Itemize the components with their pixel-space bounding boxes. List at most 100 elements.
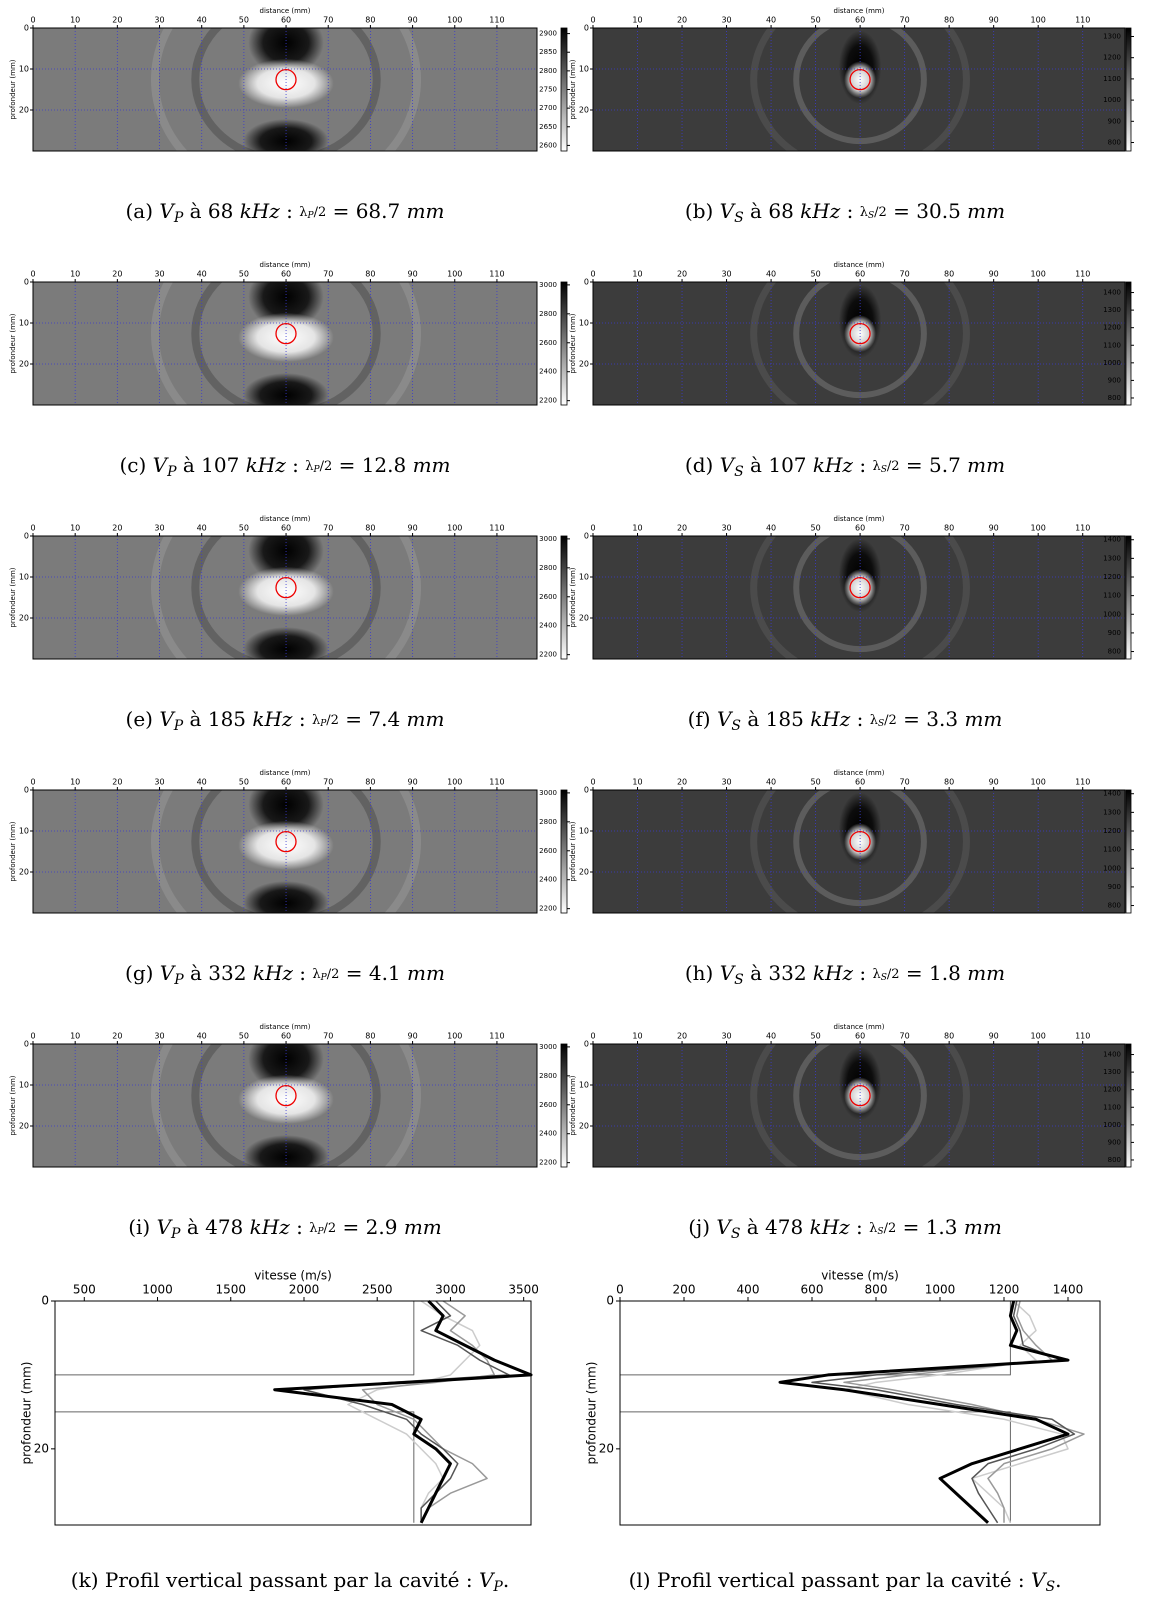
x-tick-label: 20: [112, 778, 122, 787]
y-tick-label: 0: [24, 786, 29, 795]
caption-part: (h): [685, 961, 720, 985]
colorbar: [1125, 789, 1132, 914]
caption-part: kHz: [810, 1215, 851, 1239]
caption-part: /2: [874, 205, 887, 220]
caption-part: λ: [305, 459, 313, 474]
profile-line: [843, 1300, 1085, 1523]
x-tick-label: 50: [239, 270, 249, 279]
caption-part: P: [173, 718, 184, 734]
x-tick-label: 70: [900, 524, 910, 533]
y-tick-label: 10: [579, 319, 589, 328]
colorbar-label: 800: [1108, 1156, 1121, 1164]
x-tick-label: 1400: [1053, 1283, 1084, 1297]
colorbar-label: 2600: [539, 339, 557, 347]
colorbar-label: 2800: [539, 564, 557, 572]
colorbar-label: 1000: [1103, 610, 1121, 618]
x-tick-label: 10: [632, 270, 642, 279]
x-tick-label: 50: [239, 778, 249, 787]
x-tick-label: 500: [73, 1283, 96, 1297]
x-tick-label: 40: [766, 16, 776, 25]
x-tick-label: 20: [112, 1032, 122, 1041]
colorbar-label: 2650: [539, 123, 557, 131]
colorbar-label: 1300: [1103, 808, 1121, 816]
x-tick-label: 80: [944, 270, 954, 279]
dark-lobe: [243, 373, 329, 405]
cavity-outline: [275, 831, 297, 853]
caption-part: mm: [967, 453, 1005, 477]
colorbar: [560, 1043, 568, 1168]
colorbar-label: 2200: [539, 397, 557, 405]
x-tick-label: 60: [281, 778, 291, 787]
x-tick-label: 10: [632, 16, 642, 25]
colorbar-label: 1100: [1103, 341, 1121, 349]
x-tick-label: 90: [989, 778, 999, 787]
y-tick-label: 10: [19, 573, 29, 582]
caption-part: S: [731, 718, 741, 734]
x-tick-label: 80: [365, 270, 375, 279]
caption: (d) VS à 107 kHz : λS/2 = 5.7 mm: [685, 453, 1005, 481]
caption-part: kHz: [813, 453, 854, 477]
x-tick-label: 20: [677, 778, 687, 787]
x-tick-label: 30: [154, 524, 164, 533]
colorbar: [1125, 27, 1132, 152]
x-tick-label: 70: [900, 1032, 910, 1041]
x-tick-label: 60: [281, 524, 291, 533]
y-tick-label: 20: [579, 614, 589, 623]
x-axis-title: distance (mm): [834, 769, 885, 777]
caption-part: :: [280, 199, 299, 223]
colorbar-label: 900: [1108, 629, 1121, 637]
caption-part: P: [320, 973, 328, 983]
x-tick-label: 40: [197, 524, 207, 533]
x-tick-label: 40: [766, 1032, 776, 1041]
x-tick-label: 3000: [435, 1283, 466, 1297]
y-axis-title: profondeur (mm): [9, 567, 17, 627]
caption-part: /2: [327, 967, 340, 982]
colorbar-label: 1000: [1103, 96, 1121, 104]
caption-part: V: [153, 453, 170, 477]
caption: (k) Profil vertical passant par la cavit…: [71, 1568, 509, 1596]
colorbar-label: 3000: [539, 1043, 557, 1051]
y-tick-label: 10: [19, 65, 29, 74]
colorbar-label: 1000: [1103, 864, 1121, 872]
colorbar-label: 1200: [1103, 324, 1121, 332]
caption-part: = 68.7: [326, 199, 406, 223]
colorbar: [560, 281, 568, 406]
ring: [191, 282, 381, 405]
x-tick-label: 0: [30, 778, 35, 787]
y-tick-label: 0: [24, 24, 29, 33]
y-axis-title: profondeur (mm): [569, 59, 577, 119]
x-axis-title: distance (mm): [834, 1023, 885, 1031]
caption-part: S: [878, 719, 884, 729]
x-tick-label: 20: [677, 1032, 687, 1041]
x-tick-label: 30: [721, 524, 731, 533]
ring: [191, 1044, 381, 1167]
caption-part: /2: [887, 967, 900, 982]
plot-frame: [32, 1043, 538, 1168]
caption-part: (d): [685, 453, 720, 477]
x-tick-label: 70: [323, 270, 333, 279]
caption-part: mm: [407, 707, 445, 731]
caption-part: (j): [688, 1215, 716, 1239]
plot-frame: [619, 1300, 1101, 1526]
caption-part: mm: [967, 199, 1005, 223]
y-tick-label: 0: [24, 1040, 29, 1049]
plot-frame: [32, 281, 538, 406]
x-tick-label: 80: [944, 16, 954, 25]
caption-part: = 4.1: [339, 961, 407, 985]
x-tick-label: 80: [365, 778, 375, 787]
x-tick-label: 90: [989, 524, 999, 533]
caption-part: = 7.4: [339, 707, 407, 731]
y-tick-label: 0: [24, 532, 29, 541]
colorbar-label: 900: [1108, 1138, 1121, 1146]
x-tick-label: 2000: [289, 1283, 320, 1297]
caption-part: λ: [312, 713, 320, 728]
ring: [750, 790, 970, 913]
x-tick-label: 10: [70, 1032, 80, 1041]
x-tick-label: 60: [281, 270, 291, 279]
ring: [151, 790, 422, 913]
x-axis-title: distance (mm): [260, 1023, 311, 1031]
colorbar-label: 1400: [1103, 289, 1121, 297]
caption-part: (a): [125, 199, 159, 223]
caption-part: P: [492, 1579, 503, 1595]
x-tick-label: 110: [1075, 16, 1090, 25]
